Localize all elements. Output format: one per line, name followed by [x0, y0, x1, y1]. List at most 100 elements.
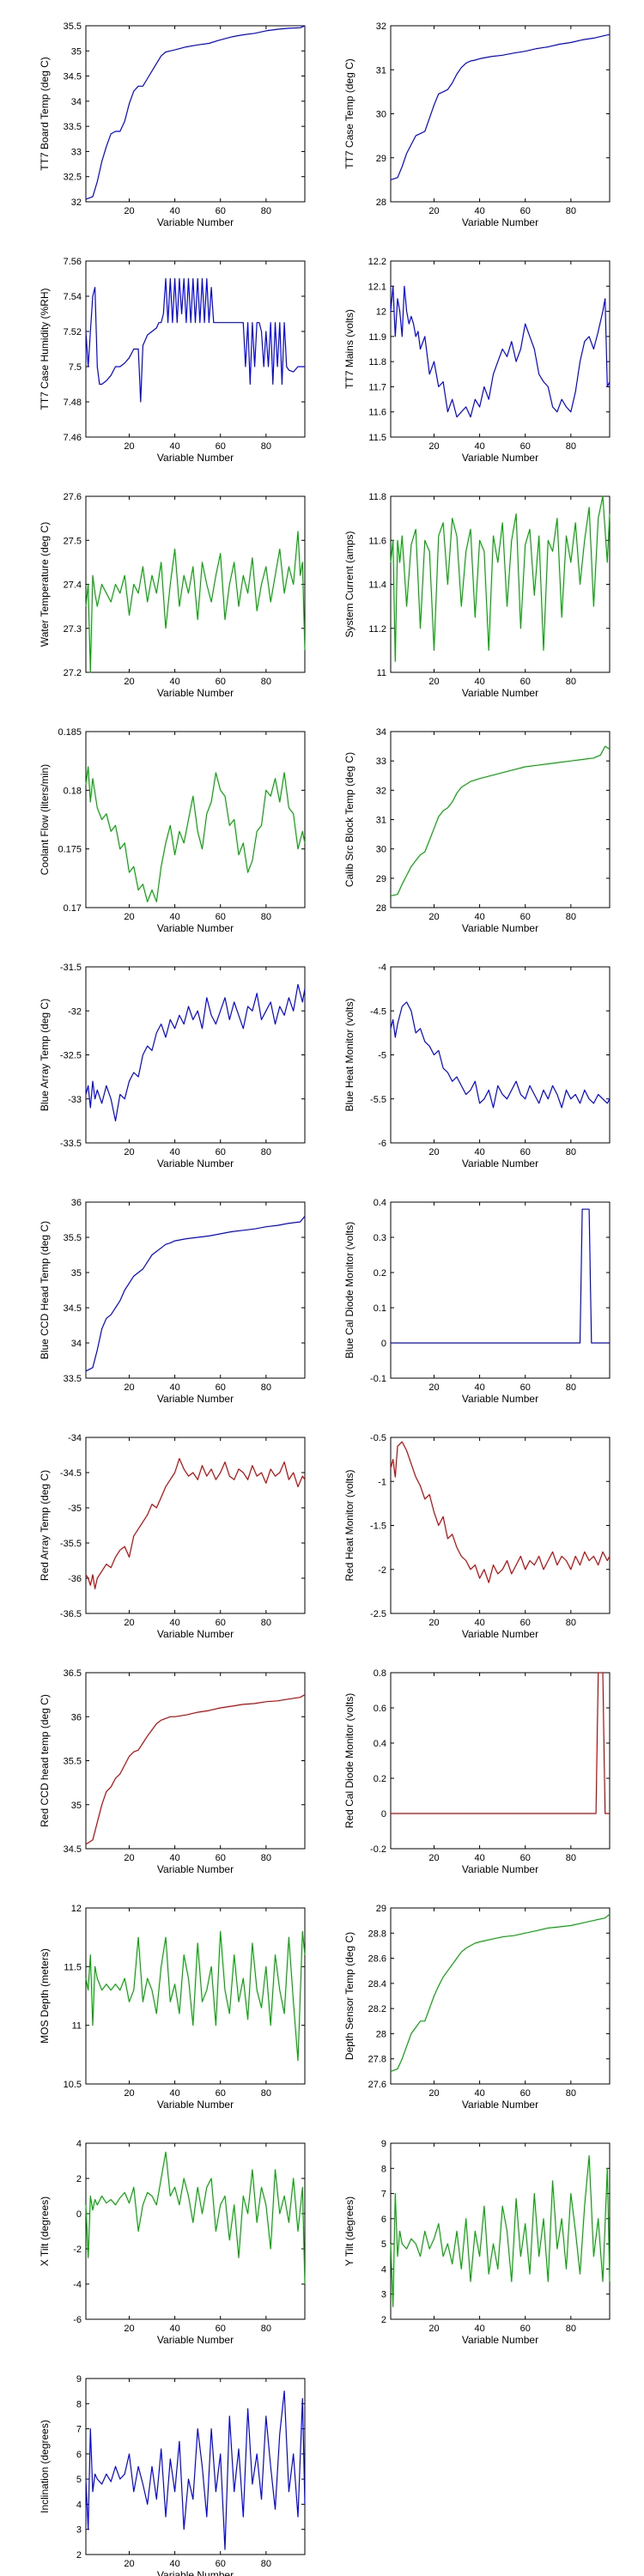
x-tick-label: 60 [520, 1382, 531, 1393]
x-tick-label: 20 [428, 2088, 439, 2099]
y-tick-label: 32 [376, 786, 386, 796]
y-tick-label: 11 [72, 2021, 82, 2032]
y-tick-label: 11.4 [368, 580, 386, 591]
chart-15: 20 40 60 80 34.5 35 35.5 36 36.5 Variable Number R… [39, 1668, 306, 1875]
x-axis-label: Variable Number [462, 2334, 538, 2346]
y-tick-label: 27.6 [368, 2080, 386, 2090]
x-tick-label: 60 [216, 441, 226, 452]
x-tick-label: 20 [124, 1853, 134, 1863]
y-axis-label: Calib Src Block Temp (deg C) [343, 752, 355, 887]
x-tick-label: 80 [261, 912, 271, 922]
x-tick-label: 20 [428, 1853, 439, 1863]
y-tick-label: 12 [71, 1904, 82, 1914]
x-tick-label: 20 [124, 677, 134, 687]
chart-3: 20 40 60 80 7.46 7.48 7.5 7.52 7.54 7.56 Variable … [39, 257, 306, 464]
chart-2: 20 40 60 80 28 29 30 31 32 Variable Number TT7 Cas… [343, 21, 611, 228]
y-tick-label: 31 [376, 65, 386, 76]
y-tick-label: 33 [71, 147, 82, 157]
y-tick-label: 33.5 [64, 122, 82, 132]
x-axis-label: Variable Number [462, 1863, 538, 1875]
y-tick-label: 7.52 [64, 327, 82, 337]
y-tick-label: -35 [68, 1504, 82, 1514]
y-tick-label: 0.17 [64, 903, 82, 914]
x-tick-label: 80 [566, 677, 576, 687]
series-line [85, 1694, 306, 1845]
x-axis-label: Variable Number [157, 2334, 234, 2346]
x-tick-label: 40 [169, 441, 179, 452]
series-line [85, 531, 306, 673]
y-tick-label: 6 [381, 2215, 386, 2225]
y-tick-label: 28 [376, 903, 386, 914]
chart-7: 20 40 60 80 0.17 0.175 0.18 0.185 Variable Numbe… [39, 727, 306, 934]
y-tick-label: 10.5 [64, 2080, 82, 2090]
x-tick-label: 40 [169, 1618, 179, 1628]
x-tick-label: 60 [520, 1147, 531, 1157]
y-tick-label: -5 [378, 1051, 386, 1061]
x-tick-label: 80 [566, 1618, 576, 1628]
y-tick-label: 29 [376, 874, 386, 884]
series-line [85, 2391, 306, 2550]
y-tick-label: -0.2 [370, 1844, 386, 1855]
x-tick-label: 60 [216, 1382, 226, 1393]
y-axis-label: TT7 Case Humidity (%RH) [39, 288, 51, 410]
chart-19: 20 40 60 80 -6 -4 -2 0 2 4 Variable Number X Tilt (… [39, 2139, 306, 2346]
y-tick-label: 0.4 [374, 1198, 386, 1208]
x-tick-label: 80 [566, 2088, 576, 2099]
y-tick-label: 7.56 [64, 257, 82, 267]
y-tick-label: 32 [71, 197, 82, 208]
chart-9: 20 40 60 80 -33.5 -33 -32.5 -32 -31.5 Variable Nu… [39, 963, 306, 1170]
x-tick-label: 40 [169, 1382, 179, 1393]
x-tick-label: 20 [428, 206, 439, 216]
y-axis-label: Y Tilt (degrees) [343, 2196, 355, 2266]
x-tick-label: 60 [216, 2324, 226, 2334]
y-tick-label: 35 [71, 1268, 82, 1279]
plot-frame [390, 1907, 611, 2085]
x-tick-label: 20 [428, 1382, 439, 1393]
series-line [85, 983, 306, 1122]
chart-16: 20 40 60 80 -0.2 0 0.2 0.4 0.6 0.8 Variable Number… [343, 1668, 611, 1875]
y-tick-label: 35.5 [64, 21, 82, 32]
y-tick-label: -36 [68, 1574, 82, 1584]
chart-11: 20 40 60 80 33.5 34 34.5 35 35.5 36 Variable Numbe… [39, 1198, 306, 1405]
y-tick-label: 29 [376, 154, 386, 164]
y-tick-label: 4 [381, 2264, 386, 2275]
x-tick-label: 80 [566, 1853, 576, 1863]
x-tick-label: 40 [474, 206, 484, 216]
y-tick-label: 2 [76, 2550, 82, 2561]
x-tick-label: 20 [124, 2324, 134, 2334]
series-line [85, 1457, 306, 1589]
x-tick-label: 80 [261, 677, 271, 687]
x-tick-label: 20 [124, 1382, 134, 1393]
plot-frame [390, 1201, 611, 1379]
series-line [85, 2151, 306, 2285]
y-tick-label: 8 [381, 2164, 386, 2174]
x-tick-label: 60 [216, 206, 226, 216]
y-tick-label: -4 [73, 2280, 82, 2290]
x-axis-label: Variable Number [157, 1863, 234, 1875]
chart-14: 20 40 60 80 -2.5 -2 -1.5 -1 -0.5 Variable Number R… [343, 1433, 611, 1640]
x-tick-label: 20 [428, 912, 439, 922]
x-tick-label: 40 [169, 1853, 179, 1863]
x-axis-label: Variable Number [157, 1157, 234, 1170]
plot-frame [85, 1907, 306, 2085]
y-axis-label: Red Cal Diode Monitor (volts) [343, 1693, 355, 1828]
y-tick-label: 32 [376, 21, 386, 32]
x-tick-label: 80 [261, 2324, 271, 2334]
x-axis-label: Variable Number [157, 216, 234, 228]
x-axis-label: Variable Number [462, 1393, 538, 1405]
y-axis-label: Coolant Flow (liters/min) [39, 764, 51, 875]
series-line [390, 495, 611, 662]
x-tick-label: 40 [169, 912, 179, 922]
x-tick-label: 20 [428, 1618, 439, 1628]
y-axis-label: Red CCD head temp (deg C) [39, 1694, 51, 1827]
chart-4: 20 40 60 80 11.5 11.6 11.7 11.8 11.9 12 12.1 12.2 Va… [343, 257, 611, 464]
y-tick-label: -6 [73, 2315, 82, 2325]
series-line [85, 25, 306, 200]
x-tick-label: 80 [261, 2559, 271, 2569]
x-tick-label: 60 [520, 912, 531, 922]
chart-18: 20 40 60 80 27.6 27.8 28 28.2 28.4 28.6 28.8 29 Vari… [343, 1904, 611, 2111]
y-axis-label: System Current (amps) [343, 531, 355, 637]
chart-5: 20 40 60 80 27.2 27.3 27.4 27.5 27.6 Variable Num… [39, 492, 306, 699]
series-line [391, 1208, 610, 1344]
y-tick-label: 35 [71, 1801, 82, 1811]
